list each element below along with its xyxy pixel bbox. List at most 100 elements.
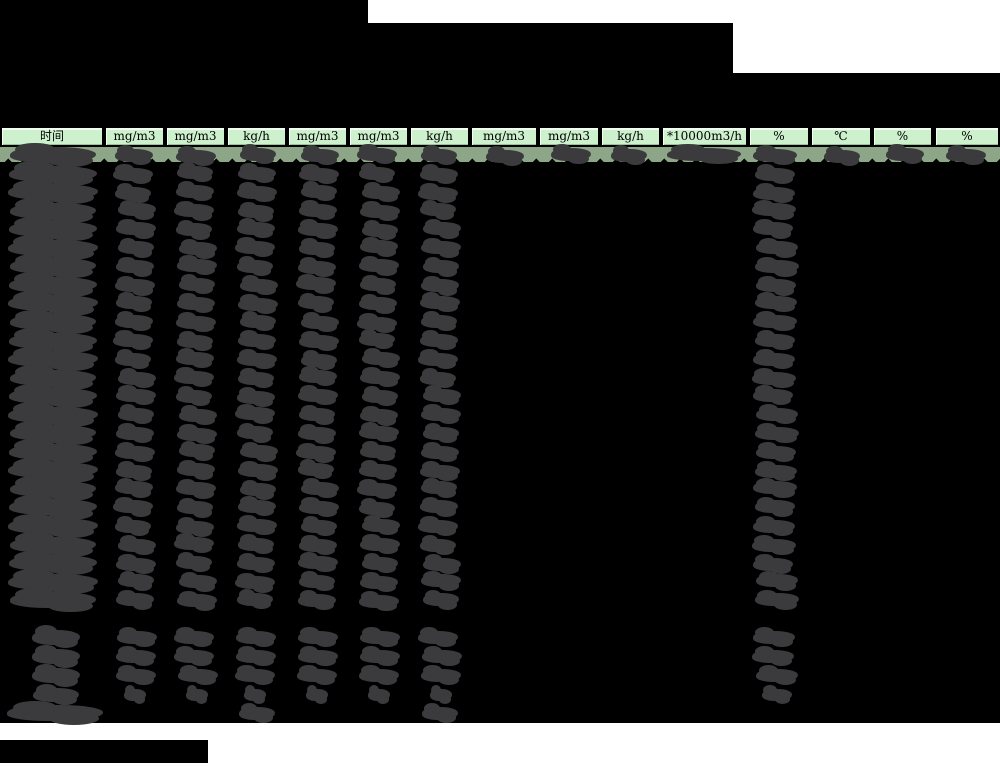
redacted-cell — [33, 683, 79, 706]
redacted-cell — [297, 385, 338, 406]
redacted-cell — [32, 663, 80, 687]
redacted-cell — [10, 587, 96, 613]
redacted-cell — [300, 311, 339, 332]
redacted-cell — [114, 275, 155, 296]
redacted-cell — [419, 368, 456, 389]
redacted-cell — [753, 477, 797, 498]
redacted-cell — [236, 386, 275, 407]
redacted-cell — [297, 551, 338, 572]
redacted-cell — [300, 516, 337, 537]
redacted-cell — [610, 145, 647, 166]
redacted-cell — [429, 685, 452, 704]
column-header-percent-3: % — [936, 128, 998, 145]
redacted-cell — [754, 496, 795, 517]
redacted-cell — [299, 404, 335, 425]
redacted-cell — [174, 200, 214, 221]
redacted-cell — [32, 625, 80, 649]
redacted-cell — [297, 423, 336, 444]
redacted-cell — [422, 256, 459, 277]
redacted-cell — [115, 665, 156, 686]
redacted-cell — [754, 163, 795, 184]
redacted-cell — [360, 405, 398, 426]
redacted-cell — [421, 702, 458, 723]
data-table: 时间 mg/m3 mg/m3 kg/h mg/m3 mg/m3 kg/h mg/… — [0, 126, 1000, 726]
redacted-cell — [359, 665, 399, 686]
redacted-cell — [10, 198, 96, 223]
redacted-cell — [239, 310, 276, 331]
redacted-cell — [419, 330, 458, 351]
column-header-unit-5: mg/m3 — [350, 128, 407, 145]
redacted-cell — [8, 513, 98, 539]
redacted-cell — [421, 237, 461, 258]
redacted-cell — [299, 238, 335, 259]
redacted-cell — [9, 439, 97, 464]
redacted-cell — [754, 292, 797, 313]
redacted-cell — [360, 367, 400, 388]
redacted-cell — [10, 253, 96, 279]
redacted-cell — [296, 442, 336, 463]
redacted-cell — [753, 182, 795, 203]
redacted-cell — [756, 665, 798, 686]
redacted-cell — [422, 589, 459, 610]
redacted-cell — [305, 685, 328, 704]
redacted-cell — [114, 442, 155, 463]
redacted-cell — [419, 534, 456, 555]
redacted-cell — [236, 422, 273, 443]
redacted-cell — [421, 477, 457, 498]
redacted-cell — [358, 460, 397, 481]
redacted-title-block-1 — [0, 0, 368, 23]
redacted-cell — [299, 200, 337, 221]
redacted-cell — [360, 201, 400, 222]
redacted-cell — [297, 219, 338, 240]
redacted-cell — [886, 144, 924, 165]
redacted-cell — [236, 589, 273, 610]
table-header-row: 时间 mg/m3 mg/m3 kg/h mg/m3 mg/m3 kg/h mg/… — [0, 126, 1000, 147]
redacted-cell — [421, 404, 461, 425]
column-header-percent-1: % — [750, 128, 808, 145]
redacted-cell — [238, 201, 274, 222]
redacted-cell — [117, 199, 156, 220]
redacted-cell — [236, 515, 277, 536]
redacted-cell — [361, 386, 398, 407]
column-header-unit-4: mg/m3 — [289, 128, 346, 145]
redacted-cell — [296, 273, 336, 294]
redacted-cell — [177, 293, 215, 314]
redacted-footer-block — [0, 740, 208, 763]
redacted-cell — [358, 329, 395, 350]
redacted-cell — [10, 142, 96, 168]
redacted-cell — [300, 478, 339, 499]
redacted-cell — [360, 626, 400, 647]
redacted-cell — [175, 516, 214, 537]
redacted-cell — [360, 533, 400, 554]
redacted-cell — [175, 312, 216, 333]
redacted-cell — [297, 257, 336, 278]
redacted-cell — [239, 479, 276, 500]
redacted-cell — [751, 534, 796, 555]
redacted-cell — [9, 550, 97, 576]
redacted-cell — [418, 515, 458, 536]
redacted-cell — [297, 590, 336, 611]
redacted-cell — [238, 163, 276, 184]
redacted-cell — [175, 181, 214, 202]
redacted-cell — [358, 293, 397, 314]
redacted-cell — [418, 182, 458, 203]
redacted-cell — [358, 591, 399, 612]
redacted-cell — [753, 349, 795, 370]
redacted-cell — [116, 646, 156, 667]
redacted-cell — [178, 405, 217, 426]
redacted-cell — [238, 496, 276, 517]
column-header-unit-2: mg/m3 — [167, 128, 224, 145]
redacted-cell — [419, 292, 460, 313]
redacted-cell — [666, 143, 741, 164]
redacted-cell — [8, 179, 98, 205]
redacted-cell — [117, 570, 154, 591]
redacted-cell — [945, 145, 986, 166]
redacted-cell — [357, 143, 397, 164]
redacted-cell — [360, 441, 396, 462]
redacted-cell — [7, 700, 103, 726]
redacted-cell — [238, 294, 278, 315]
redacted-cell — [116, 218, 156, 239]
redacted-cell — [114, 515, 151, 536]
column-header-unit-8: mg/m3 — [540, 128, 598, 145]
